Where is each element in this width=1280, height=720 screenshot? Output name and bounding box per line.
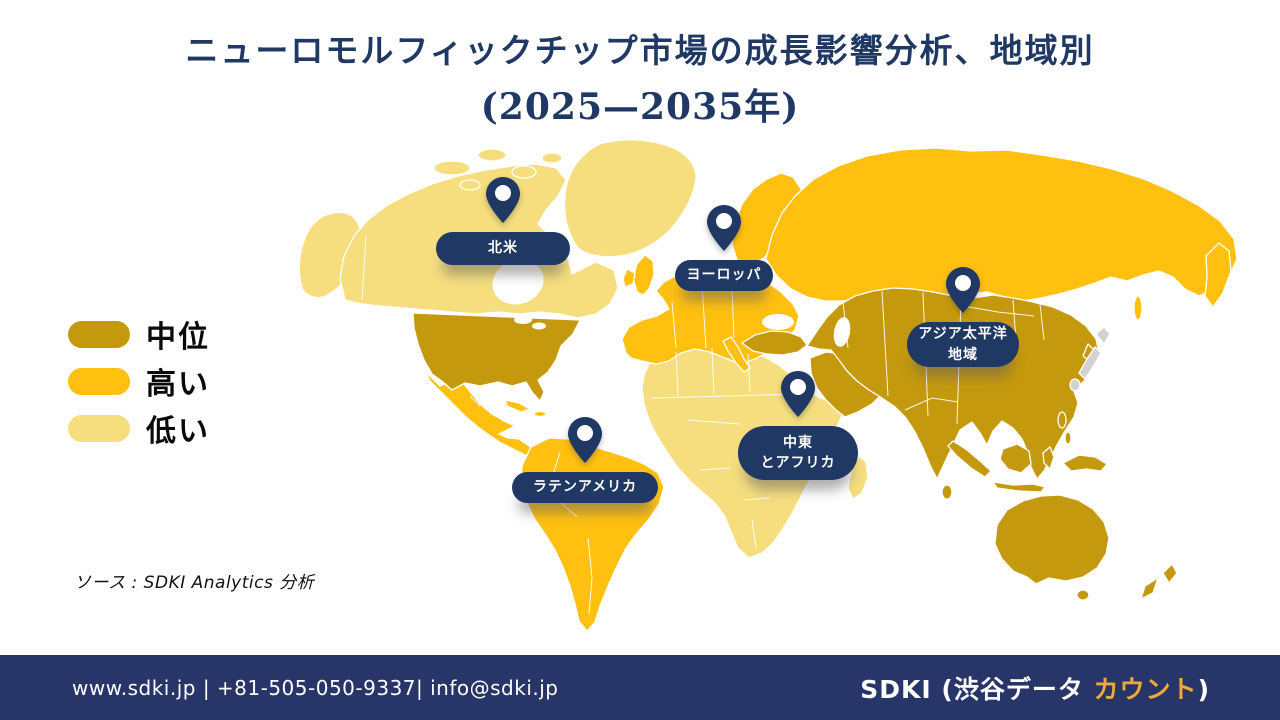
landmass-australia	[994, 494, 1110, 585]
landmass-ireland	[622, 268, 636, 288]
landmass-arctic-island	[477, 148, 507, 162]
landmass-italy	[722, 336, 751, 373]
great-lakes	[514, 316, 532, 324]
landmass-caribbean	[533, 410, 547, 418]
location-pin-icon	[568, 417, 602, 463]
landmass-new-zealand	[1162, 563, 1178, 584]
footer-bar: www.sdki.jp | +81-505-050-9337| info@sdk…	[0, 655, 1280, 720]
landmass-mexico-central-america	[425, 371, 549, 462]
region-label-asia-pacific: アジア太平洋 地域	[907, 322, 1019, 367]
legend-swatch-medium	[68, 320, 130, 348]
caspian-sea	[833, 317, 851, 347]
location-pin-icon	[707, 205, 741, 251]
location-pin-icon	[946, 267, 980, 313]
title-line-2: (2025—2035年)	[480, 86, 800, 129]
growth-level-legend: 中位 高い 低い	[68, 318, 210, 459]
location-pin-icon	[486, 177, 520, 223]
title-line-1: ニューロモルフィックチップ市場の成長影響分析、地域別	[185, 31, 1095, 70]
landmass-kamchatka	[1204, 242, 1232, 308]
landmass-tasmania	[1076, 589, 1090, 601]
landmass-united-kingdom	[632, 254, 655, 296]
landmass-greenland	[563, 139, 697, 258]
map-pin-group-asia-pacific: アジア太平洋 地域	[907, 266, 1019, 367]
region-label-north-america: 北米	[436, 232, 570, 265]
footer-contact-info: www.sdki.jp | +81-505-050-9337| info@sdk…	[72, 675, 559, 700]
region-label-europe: ヨーロッパ	[675, 260, 773, 291]
region-label-latin-america: ラテンアメリカ	[512, 472, 658, 503]
legend-item-low: 低い	[68, 412, 210, 449]
black-sea	[762, 314, 794, 330]
map-pin-group-middle-east-africa: 中東 とアフリカ	[738, 370, 858, 480]
landmass-sumatra	[947, 440, 992, 478]
legend-item-high: 高い	[68, 365, 210, 402]
landmass-java	[992, 481, 1046, 493]
landmass-sri-lanka	[941, 484, 953, 500]
footer-brand-prefix: SDKI (渋谷データ	[860, 674, 1094, 704]
location-pin-icon	[781, 371, 815, 417]
landmass-arctic-island	[459, 179, 481, 191]
landmass-philippines	[1064, 431, 1072, 445]
legend-swatch-high	[68, 367, 130, 395]
landmass-sulawesi	[1042, 446, 1055, 470]
map-pin-group-latin-america: ラテンアメリカ	[512, 416, 658, 503]
page-title: ニューロモルフィックチップ市場の成長影響分析、地域別 (2025—2035年)	[0, 28, 1280, 130]
landmass-arctic-island	[433, 160, 471, 176]
landmass-borneo	[999, 443, 1032, 474]
landmass-usa	[412, 312, 581, 402]
landmass-sakhalin	[1133, 295, 1143, 321]
source-note: ソース : SDKI Analytics 分析	[74, 573, 315, 593]
footer-brand: SDKI (渋谷データ カウント)	[860, 670, 1210, 706]
region-label-middle-east-africa: 中東 とアフリカ	[738, 426, 858, 480]
landmass-arctic-island	[541, 152, 563, 164]
legend-label-low: 低い	[146, 414, 210, 449]
map-pin-group-north-america: 北米	[436, 176, 570, 265]
great-lakes	[532, 322, 546, 330]
map-pin-group-europe: ヨーロッパ	[675, 204, 773, 291]
landmass-japan	[1078, 346, 1102, 380]
landmass-japan	[1095, 326, 1111, 345]
footer-brand-accent: カウント	[1093, 674, 1198, 704]
landmass-new-zealand	[1140, 577, 1159, 600]
landmass-arctic-island	[511, 165, 537, 179]
legend-label-medium: 中位	[146, 320, 210, 355]
legend-label-high: 高い	[146, 367, 210, 402]
landmass-philippines	[1057, 411, 1067, 429]
landmass-caribbean	[504, 399, 531, 413]
landmass-japan	[1069, 378, 1081, 392]
legend-item-medium: 中位	[68, 318, 210, 355]
hudson-bay	[492, 259, 544, 305]
footer-brand-suffix: )	[1197, 674, 1210, 704]
landmass-new-guinea	[1062, 454, 1108, 472]
legend-swatch-low	[68, 414, 130, 442]
